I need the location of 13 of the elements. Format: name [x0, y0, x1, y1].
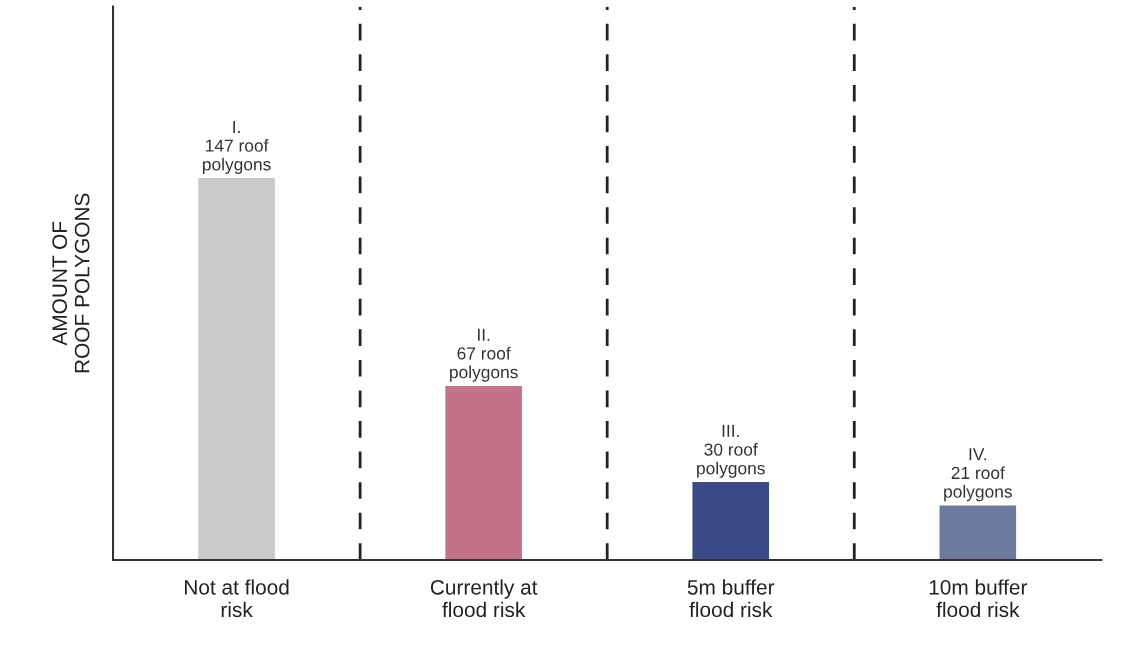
x-tick-label: 5m buffer flood risk: [687, 579, 775, 618]
bar: [445, 385, 522, 560]
x-tick-label: Currently at flood risk: [430, 579, 538, 618]
bar: [939, 505, 1017, 560]
data-label: IV. 21 roof polygons: [944, 448, 1012, 502]
bar: [692, 482, 770, 560]
data-label: III. 30 roof polygons: [697, 424, 765, 478]
data-label: I. 147 roof polygons: [202, 120, 271, 174]
y-axis-title: AMOUNT OF ROOF POLYGONS: [52, 193, 90, 373]
x-tick-label: 10m buffer flood risk: [929, 579, 1028, 618]
data-label: II. 67 roof polygons: [450, 328, 518, 382]
bar: [198, 178, 275, 560]
x-tick-label: Not at flood risk: [185, 579, 289, 618]
